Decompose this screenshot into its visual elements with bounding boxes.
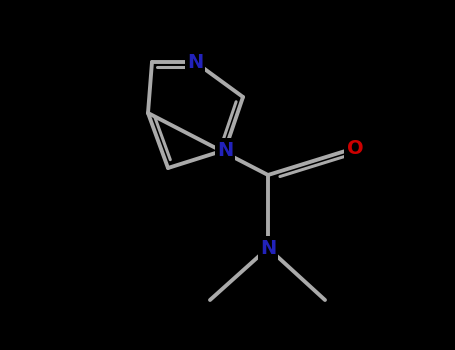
Text: N: N: [187, 52, 203, 71]
Text: O: O: [347, 139, 363, 158]
Text: N: N: [217, 140, 233, 160]
Text: N: N: [260, 238, 276, 258]
